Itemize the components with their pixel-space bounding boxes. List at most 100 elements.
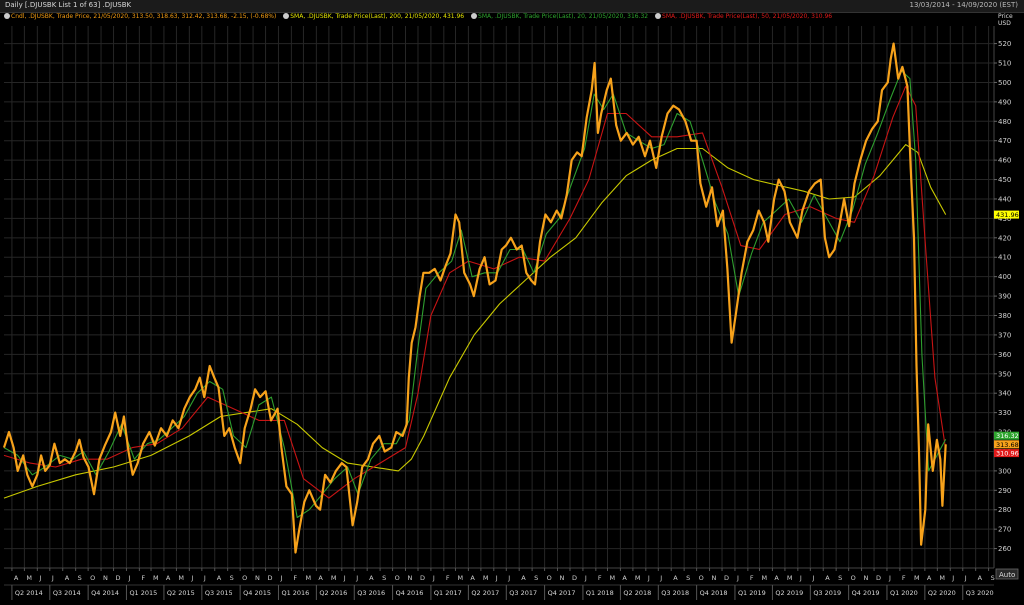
legend-text: SMA, .DJUSBK, Trade Price(Last), 20, 21/… (478, 13, 649, 20)
month-tick-label: D (876, 574, 881, 582)
quarter-tick-label: Q1 2020 (890, 589, 918, 597)
chart-window-header: Daily [.DJUSBK List 1 of 63] .DJUSBK 13/… (0, 0, 1024, 13)
price-axis-panel (994, 26, 1024, 572)
month-tick-label: M (609, 574, 615, 582)
quarter-tick-label: Q1 2019 (738, 589, 766, 597)
price-tick-label: 290 (998, 487, 1011, 495)
month-tick-label: A (217, 574, 222, 582)
month-tick-label: J (190, 574, 193, 582)
price-tick-label: 300 (998, 467, 1011, 475)
legend-toggle-icon[interactable] (471, 13, 478, 19)
legend-toggle-icon[interactable] (655, 13, 662, 19)
month-tick-label: J (888, 574, 891, 582)
month-tick-label: A (521, 574, 526, 582)
legend-toggle-icon[interactable] (283, 13, 290, 19)
month-tick-label: A (673, 574, 678, 582)
quarter-tick-label: Q3 2020 (966, 589, 994, 597)
month-tick-label: D (420, 574, 425, 582)
price-tick-label: 490 (998, 98, 1011, 106)
price-tick-label: 370 (998, 331, 1011, 339)
price-tag-label: 316.32 (996, 432, 1019, 440)
quarter-tick-label: Q4 2019 (852, 589, 880, 597)
month-tick-label: J (38, 574, 41, 582)
month-tick-label: M (939, 574, 945, 582)
month-tick-label: J (51, 574, 54, 582)
quarter-tick-label: Q1 2017 (434, 589, 462, 597)
month-tick-label: J (495, 574, 498, 582)
month-tick-label: A (14, 574, 19, 582)
month-tick-label: M (787, 574, 793, 582)
month-tick-label: A (166, 574, 171, 582)
quarter-tick-label: Q3 2019 (813, 589, 841, 597)
quarter-tick-label: Q3 2016 (357, 589, 385, 597)
quarter-tick-label: Q2 2015 (167, 589, 195, 597)
month-tick-label: J (799, 574, 802, 582)
month-tick-label: F (750, 574, 754, 582)
quarter-tick-label: Q2 2017 (471, 589, 499, 597)
month-tick-label: D (572, 574, 577, 582)
legend-text: SMA, .DJUSBK, Trade Price(Last), 200, 21… (290, 13, 465, 20)
month-tick-label: A (978, 574, 983, 582)
legend-text: Cndl, .DJUSBK, Trade Price, 21/05/2020, … (11, 13, 277, 20)
price-tick-label: 270 (998, 526, 1011, 534)
month-tick-label: M (914, 574, 920, 582)
legend-item-candle[interactable]: Cndl, .DJUSBK, Trade Price, 21/05/2020, … (4, 13, 276, 20)
month-tick-label: M (483, 574, 489, 582)
month-tick-label: M (457, 574, 463, 582)
price-tag (994, 431, 1019, 440)
month-tick-label: J (811, 574, 814, 582)
month-tick-label: A (470, 574, 475, 582)
month-tick-label: M (305, 574, 311, 582)
price-tick-label: 460 (998, 157, 1011, 165)
time-axis-panel (0, 568, 1024, 605)
month-tick-label: M (331, 574, 337, 582)
quarter-tick-label: Q4 2016 (396, 589, 424, 597)
price-tag (994, 449, 1019, 458)
month-tick-label: A (369, 574, 374, 582)
legend-item-sma200[interactable]: SMA, .DJUSBK, Trade Price(Last), 200, 21… (283, 13, 464, 20)
price-axis-label: Price (998, 13, 1013, 20)
legend-toggle-icon[interactable] (4, 13, 10, 19)
month-tick-label: J (432, 574, 435, 582)
price-tick-label: 280 (998, 506, 1011, 514)
price-axis-header: Price USD (998, 13, 1013, 27)
quarter-tick-label: Q2 2014 (15, 589, 43, 597)
month-tick-label: J (355, 574, 358, 582)
month-tick-label: J (647, 574, 650, 582)
price-tag-label: 313.68 (996, 441, 1019, 449)
auto-scale-button[interactable] (995, 568, 1019, 580)
month-tick-label: M (178, 574, 184, 582)
price-tick-label: 500 (998, 79, 1011, 87)
month-tick-label: D (268, 574, 273, 582)
month-tick-label: J (584, 574, 587, 582)
month-tick-label: A (318, 574, 323, 582)
month-tick-label: M (153, 574, 159, 582)
price-tick-label: 430 (998, 215, 1011, 223)
price-tick-label: 440 (998, 195, 1011, 203)
month-tick-label: A (927, 574, 932, 582)
quarter-tick-label: Q2 2020 (928, 589, 956, 597)
month-tick-label: F (902, 574, 906, 582)
month-tick-label: J (343, 574, 346, 582)
month-tick-label: S (78, 574, 82, 582)
legend-item-sma20[interactable]: SMA, .DJUSBK, Trade Price(Last), 20, 21/… (471, 13, 648, 20)
price-line-series (2, 42, 947, 554)
month-tick-label: D (724, 574, 729, 582)
price-tick-label: 360 (998, 351, 1011, 359)
month-tick-label: S (534, 574, 538, 582)
price-tick-label: 520 (998, 40, 1011, 48)
month-tick-label: O (699, 574, 704, 582)
quarter-tick-label: Q1 2015 (129, 589, 157, 597)
month-tick-label: J (507, 574, 510, 582)
month-tick-label: F (141, 574, 145, 582)
legend-item-sma50[interactable]: SMA, .DJUSBK, Trade Price(Last), 50, 21/… (655, 13, 832, 20)
price-tick-label: 340 (998, 390, 1011, 398)
month-tick-label: J (736, 574, 739, 582)
quarter-tick-label: Q1 2016 (281, 589, 309, 597)
price-tick-label: 510 (998, 60, 1011, 68)
quarter-tick-label: Q2 2016 (319, 589, 347, 597)
month-tick-label: N (255, 574, 260, 582)
quarter-tick-label: Q4 2018 (700, 589, 728, 597)
